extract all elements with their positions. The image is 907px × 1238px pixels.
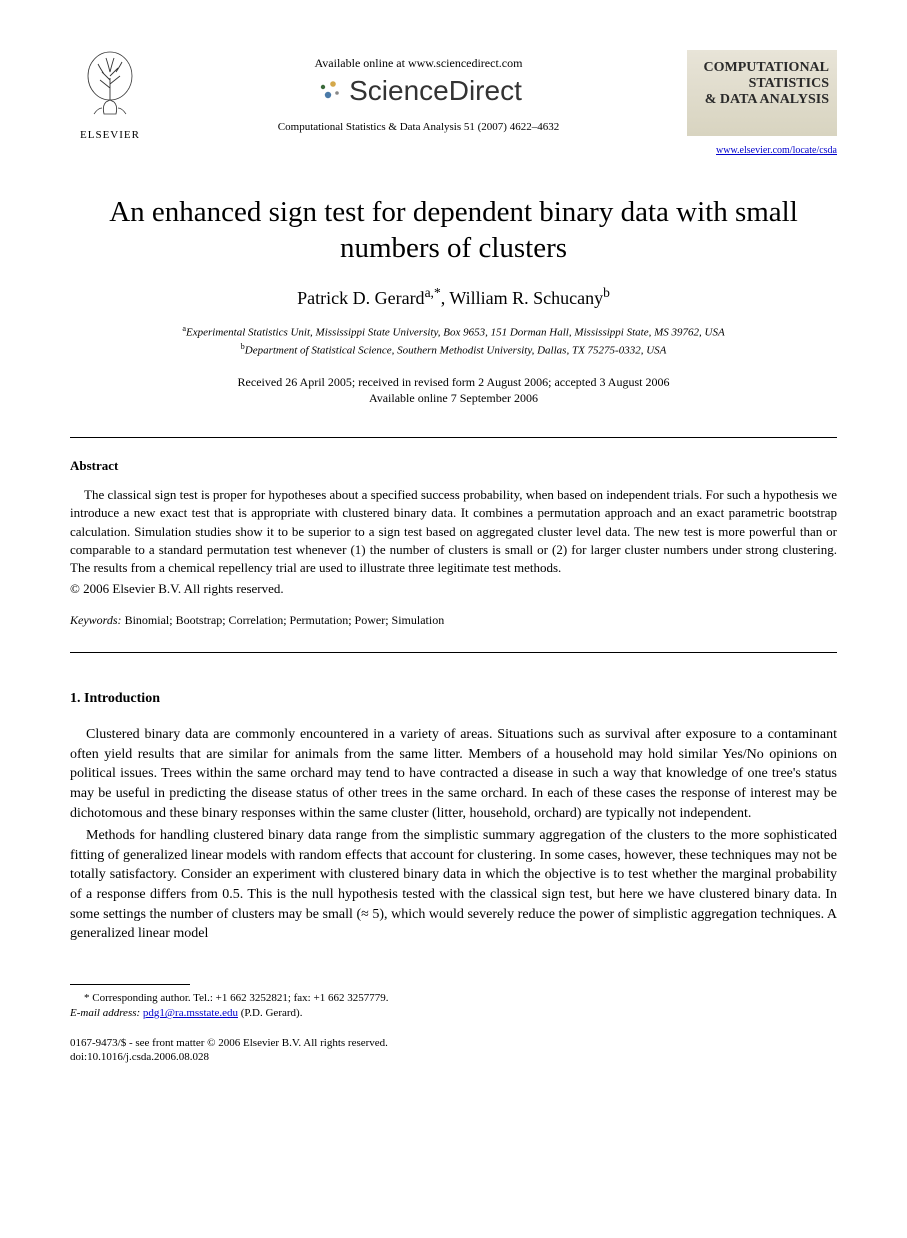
abstract-heading: Abstract	[70, 458, 837, 474]
abstract-body: The classical sign test is proper for hy…	[70, 486, 837, 577]
affiliations: aExperimental Statistics Unit, Mississip…	[70, 323, 837, 360]
doi-line: doi:10.1016/j.csda.2006.08.028	[70, 1051, 209, 1063]
author-1-sup: a,	[425, 285, 434, 300]
elsevier-logo-block: ELSEVIER	[70, 50, 150, 141]
rule-top	[70, 437, 837, 438]
intro-p1: Clustered binary data are commonly encou…	[70, 725, 837, 823]
author-1: Patrick D. Gerard	[297, 288, 424, 308]
section-1-body: Clustered binary data are commonly encou…	[70, 725, 837, 944]
keywords-values: Binomial; Bootstrap; Correlation; Permut…	[122, 613, 445, 627]
author-1-corr: *	[434, 285, 441, 300]
abstract-text: The classical sign test is proper for hy…	[70, 486, 837, 577]
journal-url-link[interactable]: www.elsevier.com/locate/csda	[716, 145, 837, 156]
affiliation-b: Department of Statistical Science, South…	[245, 345, 667, 357]
sciencedirect-text: ScienceDirect	[349, 75, 522, 107]
journal-box: COMPUTATIONAL STATISTICS & DATA ANALYSIS…	[687, 50, 837, 158]
journal-title-2: STATISTICS	[695, 76, 829, 92]
authors-line: Patrick D. Gerarda,*, William R. Schucan…	[70, 285, 837, 309]
header-row: ELSEVIER Available online at www.science…	[70, 50, 837, 158]
journal-cover: COMPUTATIONAL STATISTICS & DATA ANALYSIS	[687, 50, 837, 136]
citation-line: Computational Statistics & Data Analysis…	[150, 121, 687, 133]
footnote-rule	[70, 984, 190, 985]
abstract-copyright: © 2006 Elsevier B.V. All rights reserved…	[70, 581, 837, 597]
author-2: William R. Schucany	[449, 288, 603, 308]
sciencedirect-icon	[315, 77, 343, 105]
article-dates: Received 26 April 2005; received in revi…	[70, 374, 837, 408]
available-online-text: Available online at www.sciencedirect.co…	[150, 56, 687, 71]
journal-title-3: & DATA ANALYSIS	[695, 92, 829, 108]
corr-text: Corresponding author. Tel.: +1 662 32528…	[90, 992, 389, 1004]
intro-p2: Methods for handling clustered binary da…	[70, 826, 837, 944]
keywords-line: Keywords: Binomial; Bootstrap; Correlati…	[70, 613, 837, 628]
sciencedirect-logo: ScienceDirect	[150, 75, 687, 107]
dates-line-1: Received 26 April 2005; received in revi…	[238, 375, 670, 389]
author-2-sup: b	[603, 285, 610, 300]
bottom-info: 0167-9473/$ - see front matter © 2006 El…	[70, 1036, 837, 1066]
header-center: Available online at www.sciencedirect.co…	[150, 50, 687, 133]
corresponding-footnote: * Corresponding author. Tel.: +1 662 325…	[70, 991, 837, 1022]
article-title: An enhanced sign test for dependent bina…	[70, 194, 837, 267]
page-container: ELSEVIER Available online at www.science…	[0, 0, 907, 1105]
publisher-name: ELSEVIER	[70, 129, 150, 141]
email-label: E-mail address:	[70, 1007, 140, 1019]
journal-title-1: COMPUTATIONAL	[695, 60, 829, 76]
front-matter-line: 0167-9473/$ - see front matter © 2006 El…	[70, 1037, 388, 1049]
section-1-heading: 1. Introduction	[70, 691, 837, 707]
corr-email-link[interactable]: pdg1@ra.msstate.edu	[143, 1007, 238, 1019]
elsevier-tree-icon	[80, 50, 140, 120]
email-person: (P.D. Gerard).	[238, 1007, 302, 1019]
rule-bottom	[70, 652, 837, 653]
affiliation-a: Experimental Statistics Unit, Mississipp…	[186, 326, 725, 338]
keywords-label: Keywords:	[70, 613, 122, 627]
dates-line-2: Available online 7 September 2006	[369, 391, 538, 405]
